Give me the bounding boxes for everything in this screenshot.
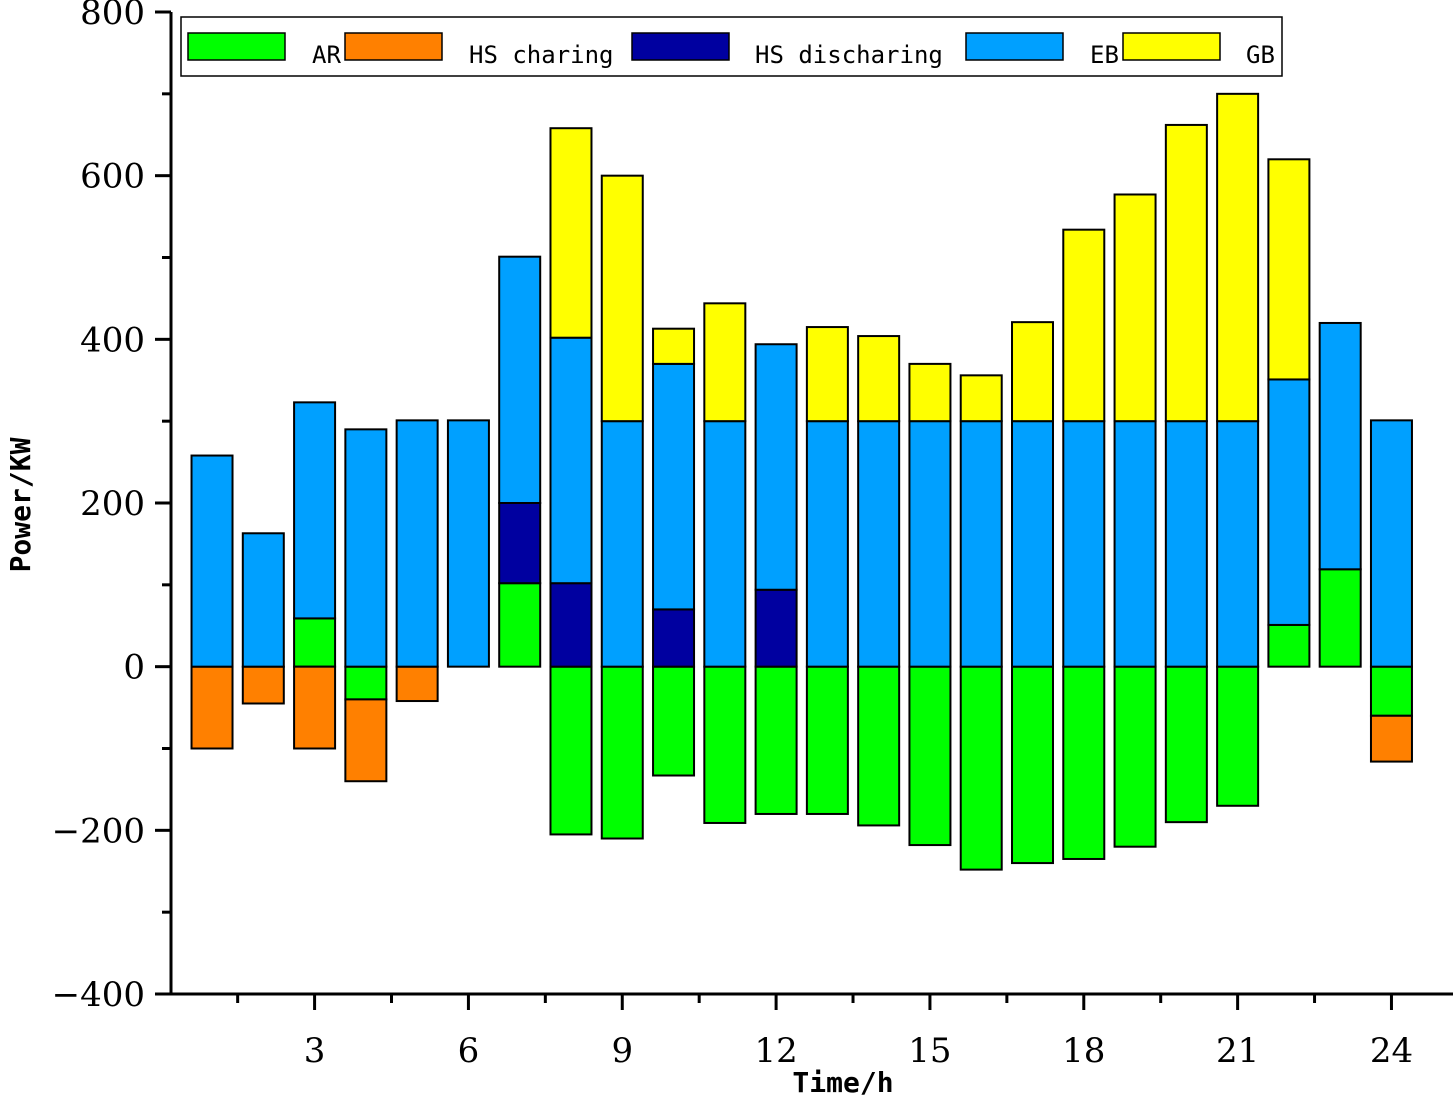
y-tick-label--200: −200 — [52, 811, 145, 851]
y-tick-label-400: 400 — [80, 320, 145, 360]
bar-segment-ar-8 — [549, 665, 593, 836]
bar-segment-eb-23 — [1318, 321, 1362, 571]
legend-swatch-eb — [965, 32, 1064, 61]
x-tick-label-6: 6 — [458, 1031, 480, 1071]
bar-segment-eb-15 — [908, 420, 952, 668]
bar-segment-ar-17 — [1011, 665, 1055, 865]
bar-segment-eb-3 — [293, 401, 337, 620]
legend-label-hs-discharing: HS discharing — [755, 41, 943, 69]
y-tick-label-800: 800 — [80, 0, 145, 33]
bar-segment-eb-16 — [959, 420, 1003, 668]
bar-segment-gb-16 — [959, 374, 1003, 423]
legend-swatch-hs-discharing — [631, 32, 730, 61]
bar-segment-hs-charing-24 — [1369, 714, 1413, 763]
bar-segment-hs-discharing-7 — [498, 502, 542, 585]
bar-segment-eb-19 — [1113, 420, 1157, 668]
legend: AR HS charing HS discharing EB GB — [180, 16, 1283, 77]
bar-segment-ar-23 — [1318, 568, 1362, 668]
bars-layer — [190, 92, 1413, 871]
bar-segment-hs-charing-4 — [344, 698, 388, 783]
bar-segment-eb-17 — [1011, 420, 1055, 668]
bar-segment-ar-18 — [1062, 665, 1106, 860]
bar-segment-ar-19 — [1113, 665, 1157, 848]
bar-segment-eb-2 — [241, 532, 285, 668]
bar-segment-ar-14 — [857, 665, 901, 827]
legend-label-ar: AR — [312, 41, 341, 69]
bar-segment-eb-12 — [754, 343, 798, 591]
legend-label-gb: GB — [1246, 41, 1275, 69]
bar-segment-eb-1 — [190, 454, 234, 668]
legend-swatch-hs-charing — [344, 32, 443, 61]
bar-segment-hs-discharing-10 — [652, 608, 696, 668]
bar-segment-ar-13 — [805, 665, 849, 815]
bar-segment-ar-4 — [344, 665, 388, 701]
bar-segment-hs-charing-3 — [293, 665, 337, 750]
bar-segment-gb-14 — [857, 335, 901, 423]
bar-segment-eb-5 — [395, 419, 439, 668]
bar-segment-gb-19 — [1113, 193, 1157, 423]
bar-segment-ar-24 — [1369, 665, 1413, 717]
bar-segment-eb-20 — [1164, 420, 1208, 668]
bar-segment-ar-7 — [498, 582, 542, 668]
bar-segment-eb-10 — [652, 362, 696, 611]
y-axis-title: Power/KW — [4, 437, 37, 572]
bar-segment-gb-11 — [703, 302, 747, 423]
bar-segment-ar-22 — [1267, 623, 1311, 668]
bar-segment-eb-7 — [498, 255, 542, 504]
bar-segment-eb-22 — [1267, 378, 1311, 626]
x-tick-label-12: 12 — [754, 1031, 797, 1071]
x-axis-title: Time/h — [792, 1066, 893, 1099]
bar-segment-eb-8 — [549, 336, 593, 585]
x-tick-label-21: 21 — [1216, 1031, 1259, 1071]
y-tick-label--400: −400 — [52, 975, 145, 1015]
x-tick-label-24: 24 — [1370, 1031, 1413, 1071]
bar-segment-gb-8 — [549, 127, 593, 339]
legend-swatch-gb — [1122, 32, 1221, 61]
bar-segment-eb-4 — [344, 428, 388, 668]
bar-segment-ar-11 — [703, 665, 747, 824]
bar-segment-hs-charing-1 — [190, 665, 234, 750]
legend-swatch-ar — [187, 32, 286, 61]
bar-segment-gb-13 — [805, 326, 849, 423]
bar-segment-eb-13 — [805, 420, 849, 668]
y-tick-label-200: 200 — [80, 484, 145, 524]
bar-segment-hs-discharing-12 — [754, 588, 798, 668]
legend-label-eb: EB — [1090, 41, 1119, 69]
bar-segment-gb-17 — [1011, 321, 1055, 423]
ticks-layer: −400 −200 0 200 400 600 800 3 6 9 12 15 18 21 24 — [52, 0, 1413, 1071]
y-tick-label-600: 600 — [80, 157, 145, 197]
bar-segment-ar-3 — [293, 617, 337, 668]
bar-segment-gb-10 — [652, 327, 696, 365]
bar-segment-gb-15 — [908, 362, 952, 423]
bar-segment-eb-11 — [703, 420, 747, 668]
x-tick-label-18: 18 — [1062, 1031, 1105, 1071]
bar-segment-ar-10 — [652, 665, 696, 777]
bar-segment-gb-18 — [1062, 228, 1106, 423]
y-tick-label-0: 0 — [123, 648, 145, 688]
bar-segment-ar-16 — [959, 665, 1003, 871]
x-tick-label-15: 15 — [908, 1031, 951, 1071]
bar-segment-hs-discharing-8 — [549, 582, 593, 668]
bar-segment-eb-6 — [446, 419, 490, 668]
bar-segment-ar-20 — [1164, 665, 1208, 824]
bar-segment-ar-9 — [600, 665, 644, 840]
bar-segment-eb-18 — [1062, 420, 1106, 668]
legend-label-hs-charing: HS charing — [469, 41, 614, 69]
bar-segment-eb-24 — [1369, 419, 1413, 668]
bar-segment-ar-21 — [1216, 665, 1260, 807]
bar-segment-eb-9 — [600, 420, 644, 668]
bar-segment-eb-21 — [1216, 420, 1260, 668]
x-tick-label-3: 3 — [304, 1031, 326, 1071]
bar-segment-hs-charing-5 — [395, 665, 439, 703]
bar-segment-gb-20 — [1164, 123, 1208, 423]
bar-segment-hs-charing-2 — [241, 665, 285, 705]
bar-segment-eb-14 — [857, 420, 901, 668]
bar-segment-gb-21 — [1216, 92, 1260, 423]
x-tick-label-9: 9 — [611, 1031, 633, 1071]
bar-segment-gb-9 — [600, 174, 644, 423]
bar-segment-ar-12 — [754, 665, 798, 815]
bar-segment-gb-22 — [1267, 158, 1311, 381]
bar-segment-ar-15 — [908, 665, 952, 847]
